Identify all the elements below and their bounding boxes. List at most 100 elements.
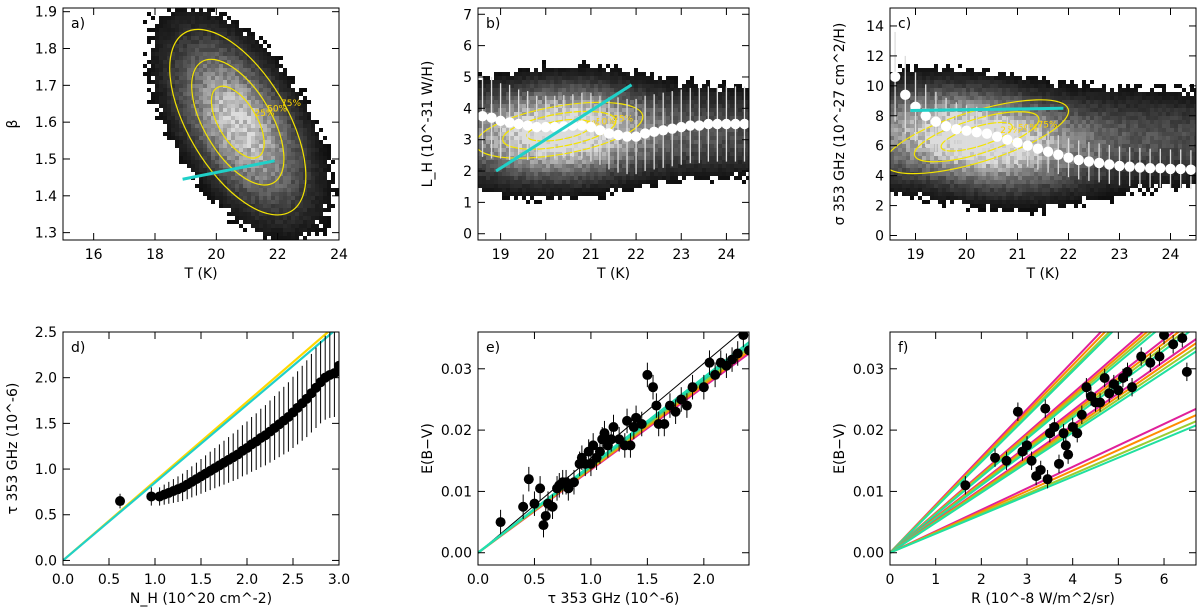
data-point [622, 415, 633, 426]
x-tick-label: 2.5 [282, 572, 304, 588]
x-tick-label: 22 [269, 247, 287, 263]
x-axis-label: τ 353 GHz (10^-6) [548, 591, 680, 607]
y-tick-label: 0 [875, 229, 884, 245]
y-axis: 0 1 2 3 4 5 6 7 [463, 7, 749, 243]
data-point [1053, 458, 1064, 469]
data-point [115, 496, 126, 507]
contour-lines: 25%50%75% [169, 28, 307, 216]
data-point [608, 422, 619, 433]
mean-point [1063, 152, 1074, 163]
mean-point [971, 127, 982, 138]
y-axis-label: E(B−V) [420, 423, 436, 474]
data-point [1168, 339, 1179, 350]
x-tick-label: 2.0 [236, 572, 258, 588]
mean-point [930, 116, 942, 127]
data-point [1072, 428, 1083, 439]
mean-point [513, 118, 524, 130]
x-tick-label: 20 [537, 247, 555, 263]
x-axis: 0 1 2 3 4 5 6 [886, 332, 1169, 588]
mean-point [478, 110, 488, 122]
data-point [1136, 351, 1147, 362]
data-point [636, 418, 647, 429]
x-axis: 0.0 0.5 1.0 1.5 2.0 [467, 332, 715, 588]
mean-point [676, 121, 687, 133]
y-tick-label: 6 [463, 39, 472, 55]
x-tick-label: 22 [1060, 247, 1078, 263]
mean-point [721, 118, 732, 130]
plot-area [890, 332, 1196, 554]
y-tick-label: 0.03 [853, 362, 884, 378]
x-tick-label: 24 [718, 247, 736, 263]
x-tick-label: 24 [330, 247, 348, 263]
data-point [329, 368, 339, 379]
mean-point [648, 126, 660, 138]
x-tick-label: 1.5 [636, 572, 658, 588]
y-tick-label: 0.01 [853, 484, 884, 500]
data-point [651, 400, 662, 411]
y-tick-label: 0.00 [853, 546, 884, 562]
data-point [1127, 382, 1138, 393]
mean-point [1175, 163, 1186, 175]
mean-point [603, 128, 615, 139]
mean-point [694, 120, 705, 131]
data-point [625, 440, 636, 451]
y-axis-label: σ 353 GHz (10^-27 cm^2/H) [832, 23, 848, 226]
x-tick-label: 6 [1160, 572, 1169, 588]
panel-label: a) [71, 16, 85, 32]
binned-means [890, 31, 1196, 190]
contour-label: 25% [255, 109, 275, 119]
y-tick-label: 14 [866, 19, 884, 35]
plot-frame [62, 7, 340, 241]
mean-point [657, 125, 669, 136]
data-point [1076, 409, 1087, 420]
fit-line [910, 106, 1064, 113]
x-tick-label: 19 [907, 247, 925, 263]
mean-point [549, 121, 560, 133]
model-line [890, 332, 1191, 554]
x-tick-label: 1.0 [580, 572, 602, 588]
mean-point [1002, 134, 1013, 145]
mean-point [486, 112, 497, 123]
mean-point [1185, 164, 1196, 175]
y-tick-label: 1.5 [35, 416, 57, 432]
y-tick-label: 1 [463, 195, 472, 211]
contour-label: 25% [1000, 126, 1020, 136]
y-axis: 1.3 1.4 1.5 1.6 1.7 1.8 1.9 [35, 5, 339, 242]
data-point [568, 477, 579, 488]
x-axis-label: T (K) [183, 266, 217, 282]
mean-point [1073, 154, 1084, 166]
data-point [642, 369, 653, 380]
y-tick-label: 0.02 [441, 423, 472, 439]
x-tick-label: 3 [1023, 572, 1032, 588]
mean-point [1022, 140, 1033, 151]
model-line [478, 341, 749, 554]
contour-50% [502, 110, 617, 150]
x-tick-label: 18 [146, 247, 164, 263]
y-tick-label: 1.3 [35, 226, 57, 242]
data-point [1145, 357, 1156, 368]
mean-point [1165, 163, 1176, 175]
y-tick-label: 1.7 [35, 78, 57, 94]
plot-area: 25%50%75% [143, 8, 339, 240]
data-point [960, 480, 971, 491]
y-tick-label: 2 [875, 199, 884, 215]
mean-point [920, 110, 931, 121]
y-axis: 0 2 4 6 8 10 12 14 [866, 19, 1196, 245]
y-tick-label: 0.0 [35, 553, 57, 569]
panel-f: 0 1 2 3 4 5 6 0.00 0.01 0.02 0.03 f) R (10^-8 W/m^2/… [832, 331, 1197, 607]
x-tick-label: 0.0 [52, 572, 74, 588]
data-point [1181, 366, 1192, 377]
y-tick-label: 4 [463, 101, 472, 117]
contour-50% [191, 58, 285, 186]
x-tick-label: 1 [931, 572, 940, 588]
x-tick-label: 0 [886, 572, 895, 588]
data-points [495, 332, 749, 538]
mean-point [981, 128, 993, 139]
data-point [1154, 351, 1165, 362]
data-point [670, 406, 681, 417]
mean-point [522, 120, 533, 131]
contour-label: 50% [267, 104, 287, 114]
mean-point [585, 121, 597, 133]
